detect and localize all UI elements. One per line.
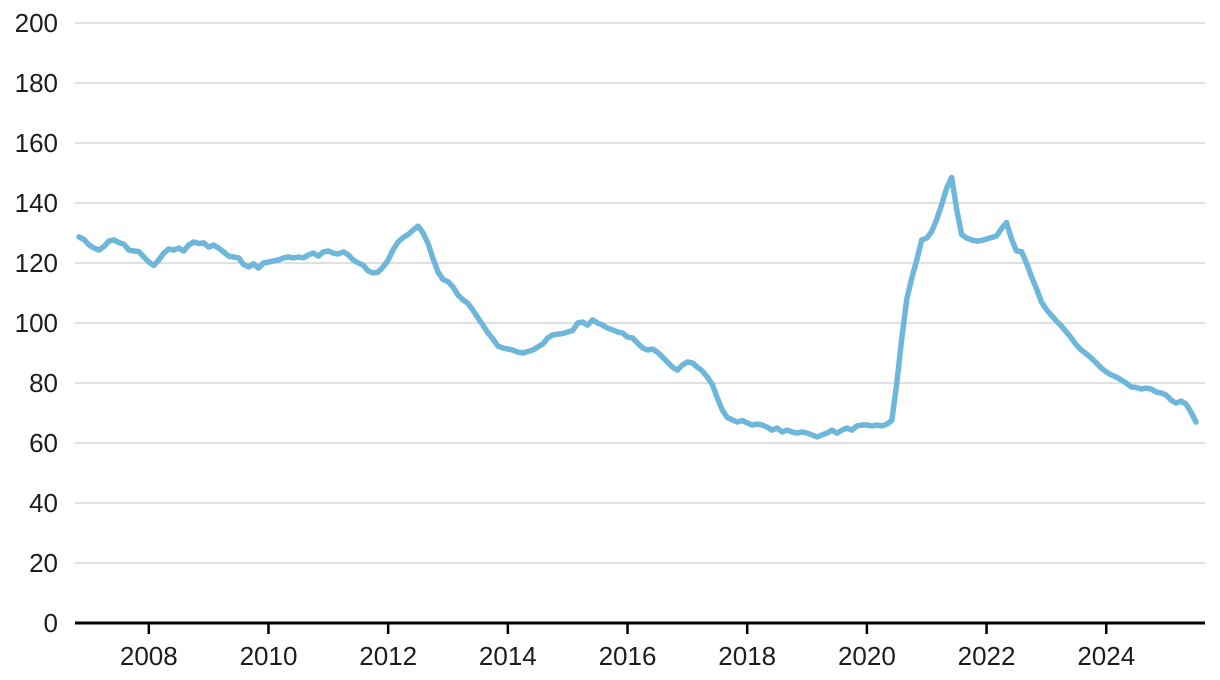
y-tick-label: 40 [29,488,58,518]
y-tick-label: 140 [15,188,58,218]
y-tick-label: 60 [29,428,58,458]
y-tick-label: 100 [15,308,58,338]
y-tick-label: 160 [15,128,58,158]
y-tick-label: 20 [29,548,58,578]
y-tick-label: 120 [15,248,58,278]
x-tick-label: 2016 [599,641,657,671]
y-tick-label: 180 [15,68,58,98]
y-tick-label: 0 [44,608,58,638]
x-tick-label: 2014 [479,641,537,671]
x-tick-label: 2010 [240,641,298,671]
x-tick-label: 2022 [958,641,1016,671]
x-axis [75,621,1205,634]
x-tick-label: 2018 [718,641,776,671]
y-tick-label: 80 [29,368,58,398]
y-tick-label: 200 [15,8,58,38]
x-tick-label: 2020 [838,641,896,671]
x-tick-label: 2012 [359,641,417,671]
y-axis-labels: 0 20 40 60 80 100 120 140 160 180 200 [15,8,58,638]
x-tick-label: 2024 [1077,641,1135,671]
index-line [76,174,1199,440]
x-axis-labels: 2008 2010 2012 2014 2016 2018 2020 2022 2024 [120,641,1135,671]
data-series [76,174,1199,440]
x-tick-label: 2008 [120,641,178,671]
